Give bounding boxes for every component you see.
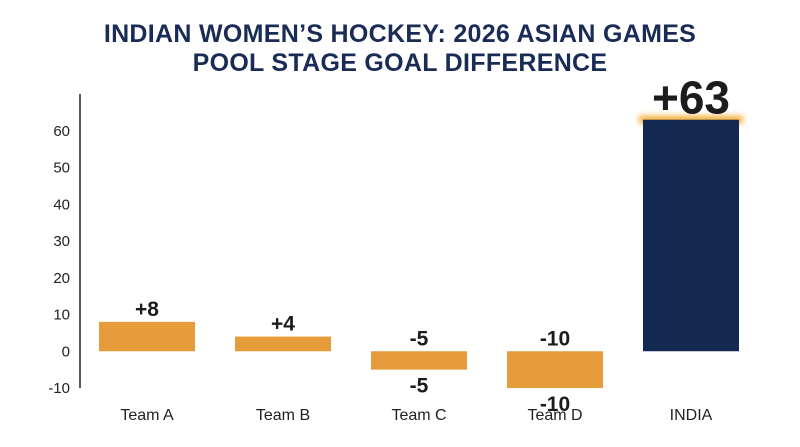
- data-label: -10: [540, 327, 570, 350]
- y-tick-label: -10: [48, 380, 70, 397]
- chart-title: INDIAN WOMEN’S HOCKEY: 2026 ASIAN GAMES …: [0, 20, 800, 78]
- data-label-below: -5: [410, 375, 429, 398]
- y-tick-label: 0: [62, 343, 70, 360]
- y-tick-label: 60: [53, 123, 70, 140]
- bar-india: [643, 119, 739, 352]
- x-category-label: Team A: [120, 407, 174, 424]
- bar-team-d: [507, 351, 603, 388]
- x-category-label: Team B: [256, 407, 310, 424]
- data-label-below: -10: [540, 393, 570, 416]
- data-label: +8: [135, 298, 159, 321]
- y-tick-label: 40: [53, 196, 70, 213]
- x-category-label: INDIA: [670, 407, 713, 424]
- y-tick-label: 20: [53, 270, 70, 287]
- data-label: +63: [652, 72, 730, 124]
- data-label: -5: [410, 327, 429, 350]
- x-category-label: Team D: [527, 407, 582, 424]
- y-tick-label: 50: [53, 160, 70, 177]
- x-category-label: Team C: [391, 407, 446, 424]
- bar-team-b: [235, 336, 331, 352]
- bar-team-a: [99, 321, 195, 352]
- data-label: +4: [271, 313, 295, 336]
- chart-title-line-1: INDIAN WOMEN’S HOCKEY: 2026 ASIAN GAMES: [103, 20, 697, 48]
- y-tick-label: 30: [53, 233, 70, 250]
- y-tick-label: 10: [53, 307, 70, 324]
- chart-title-line-2: POOL STAGE GOAL DIFFERENCE: [192, 49, 608, 77]
- bar-team-c: [371, 351, 467, 370]
